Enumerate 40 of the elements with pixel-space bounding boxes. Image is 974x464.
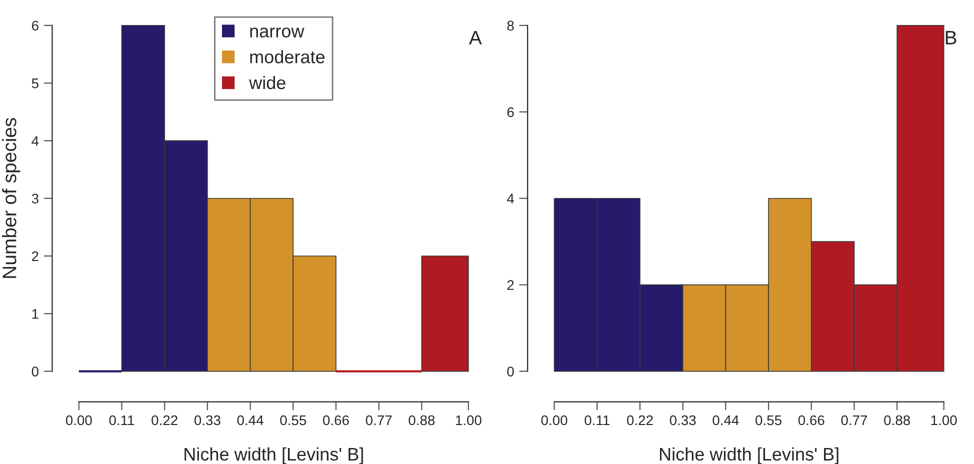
y-tick-label: 2 — [507, 280, 514, 290]
x-tick-label: 0.77 — [841, 415, 868, 426]
y-tick-label: 3 — [32, 194, 38, 204]
x-tick-label: 0.11 — [109, 415, 134, 426]
text: B — [946, 30, 956, 44]
y-tick-label: 4 — [32, 136, 39, 146]
x-tick-label: 0.88 — [408, 415, 435, 426]
y-tick-label: 4 — [506, 194, 514, 204]
x-tick-label: 0.55 — [280, 415, 306, 426]
x-tick-label: 0.66 — [798, 415, 824, 426]
y-tick-label: 2 — [32, 251, 38, 262]
x-tick-label: 0.22 — [152, 415, 178, 426]
x-axis-title: Niche width [Levins' B] — [660, 447, 838, 464]
x-tick-label: 0.33 — [194, 415, 220, 426]
x-tick-label: 0.00 — [66, 415, 92, 426]
legend-label: moderate — [250, 50, 325, 64]
x-tick-label: 0.77 — [366, 415, 392, 426]
x-tick-label: 0.00 — [541, 415, 568, 426]
x-tick-label: 0.11 — [584, 415, 610, 426]
text: A — [468, 30, 482, 44]
legend-label: narrow — [250, 28, 304, 38]
x-tick-label: 0.33 — [670, 415, 696, 426]
y-tick-label: 5 — [32, 78, 38, 88]
y-tick-label: 0 — [32, 366, 38, 376]
x-tick-label: 0.44 — [237, 415, 264, 426]
x-tick-label: 0.22 — [627, 415, 653, 426]
x-tick-label: 0.44 — [712, 415, 739, 426]
x-tick-label: 0.88 — [884, 415, 910, 426]
y-tick-label: 6 — [507, 107, 514, 118]
y-tick-label: 8 — [507, 20, 514, 31]
x-tick-label: 0.55 — [756, 415, 782, 426]
y-tick-label: 1 — [32, 309, 38, 319]
x-tick-label: 1.00 — [456, 415, 482, 426]
x-axis-title: Niche width [Levins' B] — [184, 447, 363, 464]
x-tick-label: 0.66 — [323, 415, 349, 426]
legend-label: wide — [249, 76, 286, 90]
y-axis-title: Number of species — [2, 118, 20, 278]
y-tick-label: 6 — [32, 20, 38, 31]
y-tick-label: 0 — [507, 366, 514, 376]
x-tick-label: 1.00 — [931, 415, 957, 426]
